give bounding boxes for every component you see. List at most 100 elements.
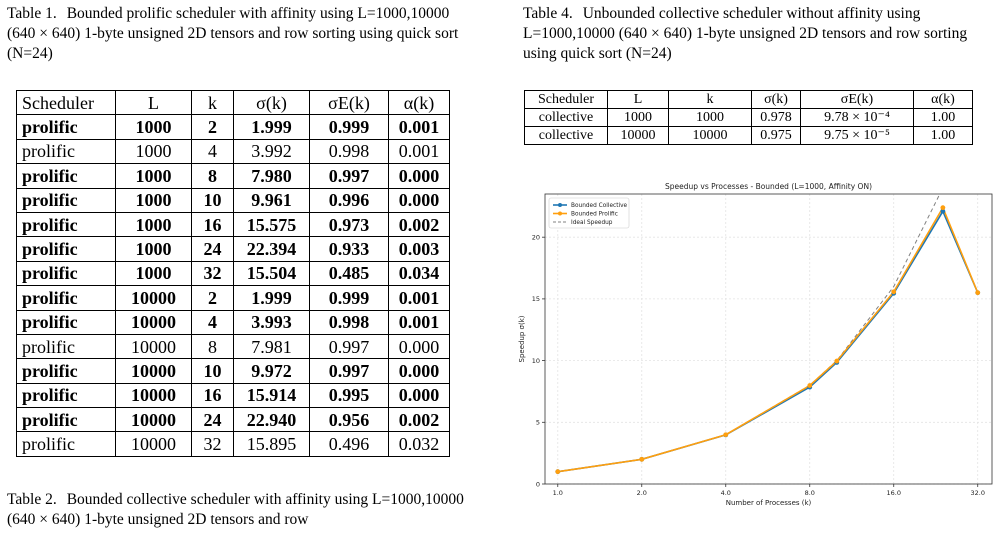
table-cell: 0.975 — [751, 126, 801, 145]
table4-label: Table 4. — [523, 5, 573, 22]
table-cell: 10 — [191, 358, 234, 384]
table-cell: prolific — [16, 309, 116, 335]
table4-caption-text: Unbounded collective scheduler without a… — [523, 5, 968, 62]
table4-caption: Table 4. Unbounded collective scheduler w… — [523, 4, 997, 64]
table-cell: 15.575 — [233, 211, 310, 238]
table1-header-l: L — [115, 89, 192, 116]
table-cell: prolific — [16, 285, 116, 311]
table-cell: 16 — [191, 382, 234, 409]
table-row: prolific 1000 24 22.394 0.933 0.003 — [16, 236, 450, 262]
x-tick-label: 2.0 — [637, 489, 647, 497]
table-cell: 1000 — [668, 108, 752, 127]
y-tick-label: 10 — [532, 357, 540, 365]
table-row: prolific 1000 8 7.980 0.997 0.000 — [16, 163, 450, 189]
data-point — [555, 469, 561, 475]
table-cell: 1000 — [115, 114, 192, 140]
table-cell: 0.000 — [388, 333, 450, 360]
table1-header-k: k — [191, 89, 234, 116]
table4: Scheduler L k σ(k) σE(k) α(k) collective… — [524, 90, 973, 145]
legend-swatch-marker — [558, 211, 562, 216]
speedup-chart: 1.0 2.0 4.0 8.0 16.0 32.0 0 5 10 15 20 Speedup vs P… — [518, 182, 993, 507]
table4-header-l: L — [607, 90, 669, 109]
table-row: prolific 1000 16 15.575 0.973 0.002 — [16, 211, 450, 238]
table-cell: 8 — [191, 333, 234, 360]
table4-header-k: k — [668, 90, 752, 109]
x-tick-label: 16.0 — [886, 489, 900, 497]
table-cell: 7.980 — [233, 163, 310, 189]
table-cell: 4 — [191, 138, 234, 165]
y-tick-label: 15 — [532, 295, 540, 303]
table-cell: 1.999 — [233, 114, 310, 140]
table-cell: 0.001 — [388, 309, 450, 335]
table-cell: 1.00 — [913, 108, 973, 127]
table4-header-alpha: α(k) — [913, 90, 973, 109]
table-cell: 9.972 — [233, 358, 310, 384]
table-cell: 10000 — [115, 382, 192, 409]
table-cell: 4 — [191, 309, 234, 335]
table-row: prolific 10000 10 9.972 0.997 0.000 — [16, 358, 450, 384]
table-cell: collective — [524, 108, 608, 127]
table-cell: 24 — [191, 407, 234, 433]
table1-caption: Table 1. Bounded prolific scheduler with … — [7, 4, 471, 64]
x-axis-label: Number of Processes (k) — [726, 499, 812, 507]
table-cell: 10000 — [115, 358, 192, 384]
table-row: prolific 1000 10 9.961 0.996 0.000 — [16, 187, 450, 213]
table-cell: 0.995 — [309, 382, 389, 409]
table-cell: prolific — [16, 260, 116, 287]
x-tick-label: 8.0 — [805, 489, 815, 497]
table-cell: 0.997 — [309, 163, 389, 189]
table-cell: prolific — [16, 138, 116, 165]
data-point — [891, 289, 897, 295]
table-cell: 0.001 — [388, 114, 450, 140]
table-cell: 15.895 — [233, 431, 310, 457]
table2-caption: Table 2. Bounded collective scheduler wit… — [7, 490, 471, 530]
table-cell: 0.034 — [388, 260, 450, 287]
table-cell: 9.75 × 10⁻⁵ — [800, 126, 914, 145]
table1-header-sigma-e: σE(k) — [309, 89, 389, 116]
table-cell: 10000 — [607, 126, 669, 145]
data-point — [639, 456, 645, 462]
table-cell: 0.003 — [388, 236, 450, 262]
table-cell: 1000 — [115, 163, 192, 189]
table4-header-sigma-e: σE(k) — [800, 90, 914, 109]
table-cell: 0.000 — [388, 187, 450, 213]
table-cell: prolific — [16, 382, 116, 409]
chart-title: Speedup vs Processes - Bounded (L=1000, … — [665, 182, 872, 191]
table-cell: 16 — [191, 211, 234, 238]
table4-header-row: Scheduler L k σ(k) σE(k) α(k) — [524, 90, 973, 109]
table-cell: 0.997 — [309, 333, 389, 360]
table-cell: 0.496 — [309, 431, 389, 457]
table-cell: prolific — [16, 407, 116, 433]
table-cell: 1000 — [115, 236, 192, 262]
x-tick-label: 32.0 — [970, 489, 984, 497]
series-line-1 — [557, 205, 979, 473]
table-cell: 24 — [191, 236, 234, 262]
table1-header-scheduler: Scheduler — [16, 89, 116, 116]
legend-box — [548, 197, 630, 229]
x-tick-label: 1.0 — [553, 489, 563, 497]
table-cell: 9.78 × 10⁻⁴ — [800, 108, 914, 127]
table-cell: prolific — [16, 236, 116, 262]
table-cell: 32 — [191, 260, 234, 287]
table-cell: 0.002 — [388, 211, 450, 238]
table-cell: 0.000 — [388, 163, 450, 189]
table-cell: 1000 — [115, 187, 192, 213]
data-point — [940, 208, 946, 214]
x-tick-label: 4.0 — [721, 489, 731, 497]
table-row: prolific 1000 2 1.999 0.999 0.001 — [16, 114, 450, 140]
table-row: prolific 10000 8 7.981 0.997 0.000 — [16, 333, 450, 360]
table-cell: 0.997 — [309, 358, 389, 384]
table-cell: 0.001 — [388, 138, 450, 165]
data-point — [940, 205, 946, 211]
table-row: prolific 10000 32 15.895 0.496 0.032 — [16, 431, 450, 457]
table-cell: 2 — [191, 285, 234, 311]
table-cell: 9.961 — [233, 187, 310, 213]
table2-label: Table 2. — [7, 491, 57, 508]
table-cell: 0.956 — [309, 407, 389, 433]
table-row: prolific 1000 32 15.504 0.485 0.034 — [16, 260, 450, 287]
y-axis-label: Speedup σ(k) — [518, 315, 526, 362]
table-cell: collective — [524, 126, 608, 145]
y-tick-label: 20 — [532, 233, 540, 241]
table-cell: prolific — [16, 358, 116, 384]
table-cell: 10 — [191, 187, 234, 213]
